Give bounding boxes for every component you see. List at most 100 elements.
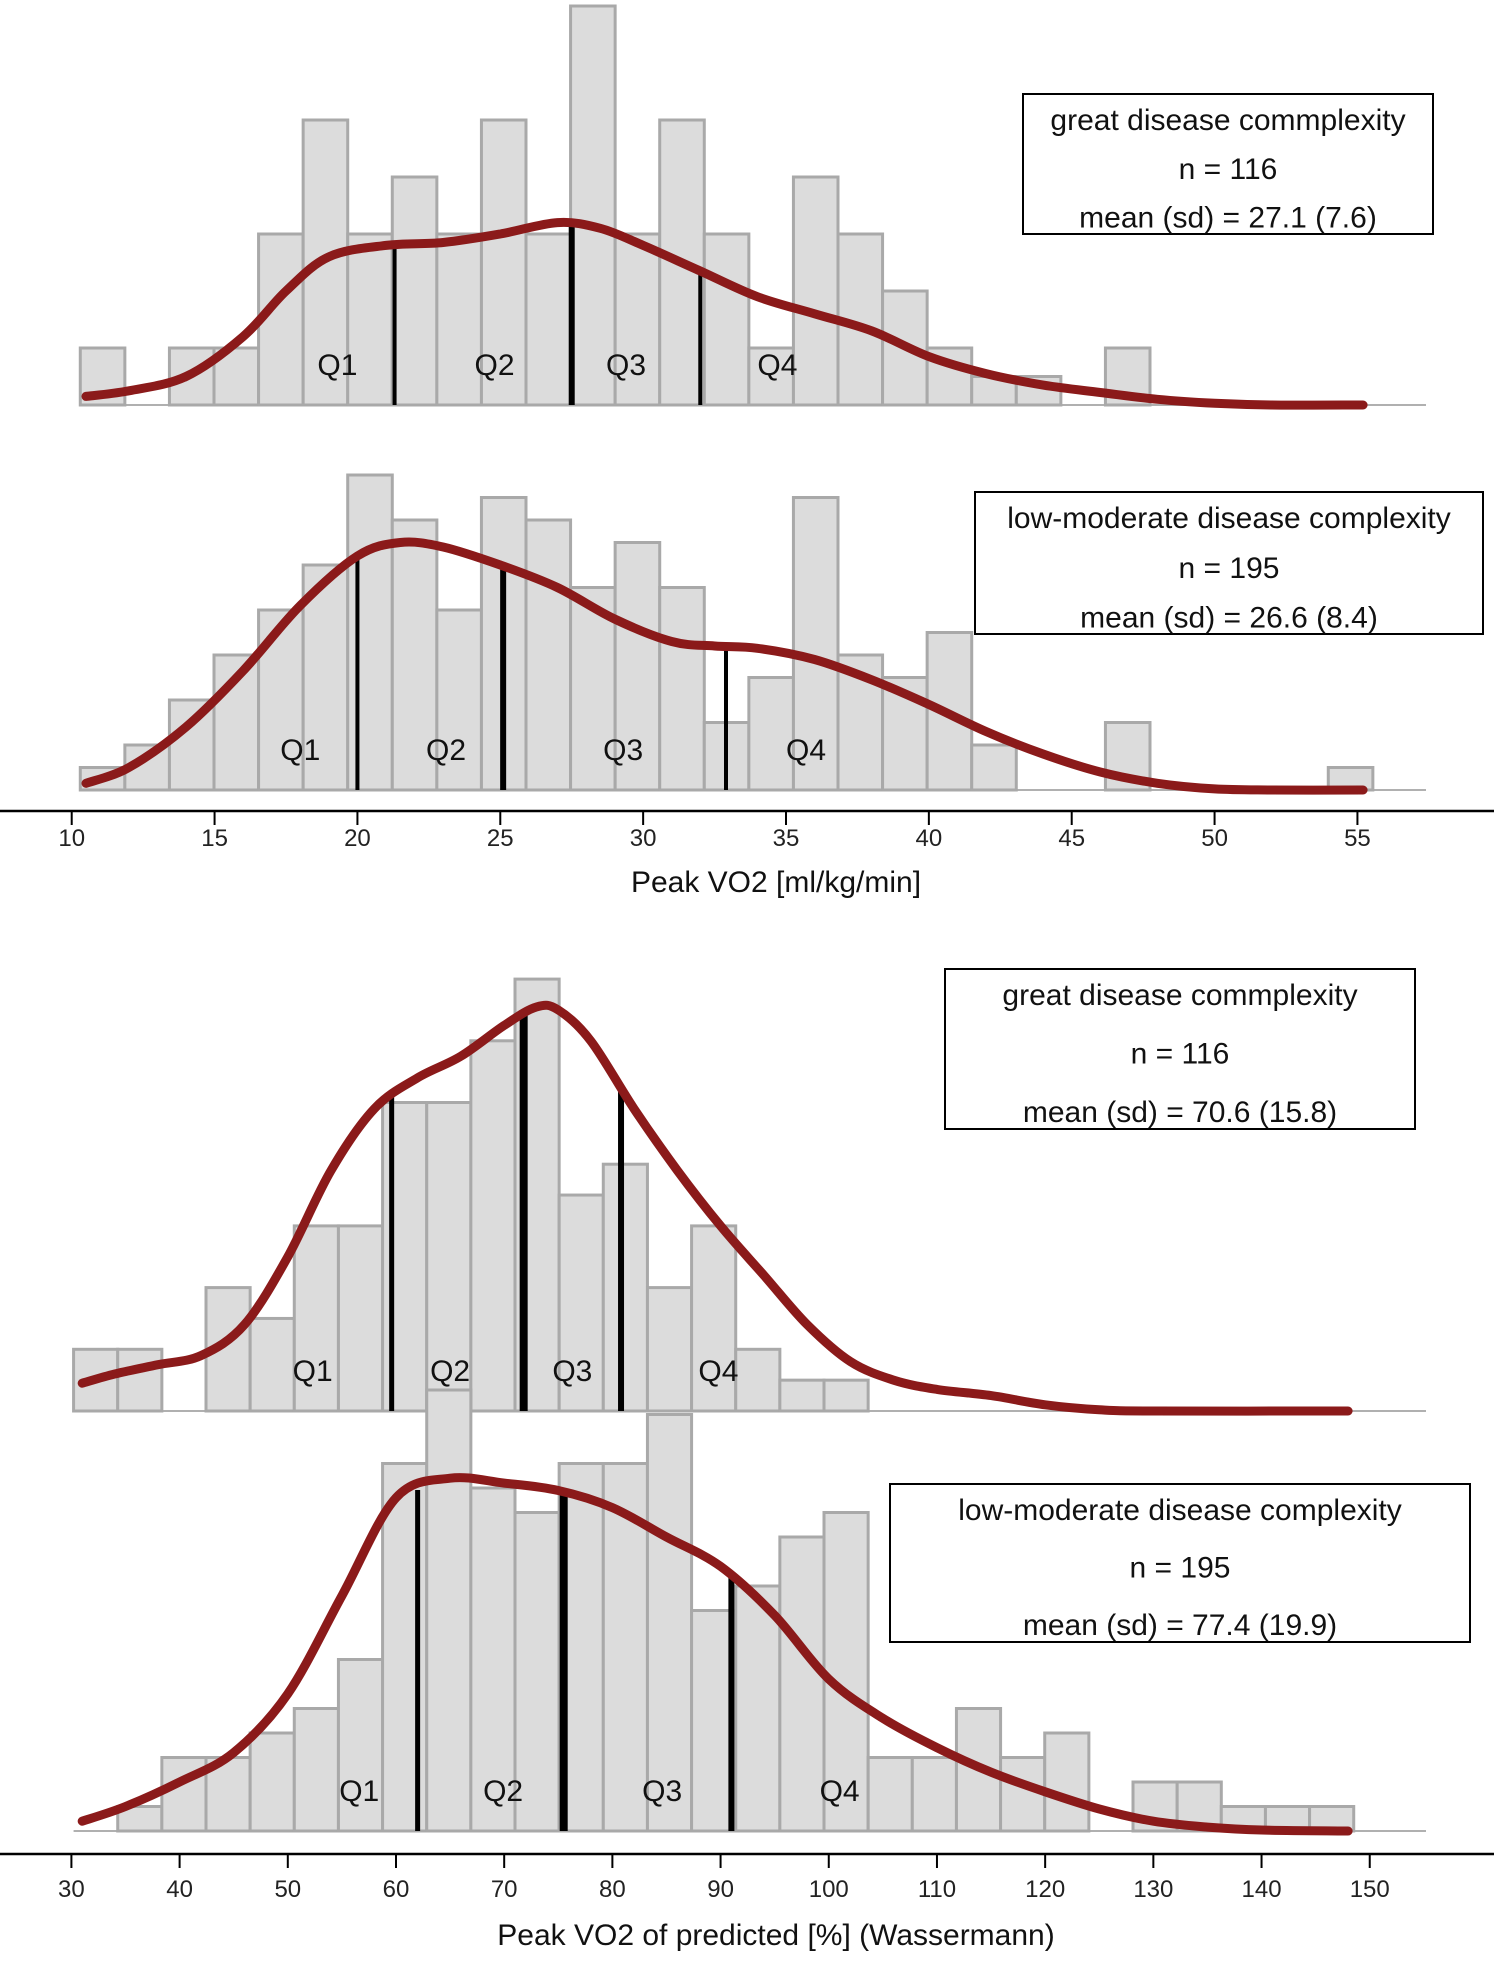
x-tick-label: 60 [383, 1876, 410, 1903]
histogram-bar [116, 1347, 164, 1413]
chart-bottom: Q1 Q2 Q3 Q4 great disease commplexity n = 116… [0, 968, 1494, 1952]
quartile-label: Q3 [603, 734, 643, 767]
legend-title: low-moderate disease complexity [958, 1494, 1402, 1527]
quartile-label: Q4 [786, 734, 826, 767]
histogram-bar [747, 346, 795, 407]
quartile-label: Q2 [483, 1775, 523, 1808]
histogram-bar [292, 1224, 340, 1413]
histogram-bar [658, 586, 706, 792]
legend-mean-sd: mean (sd) = 70.6 (15.8) [1023, 1096, 1337, 1129]
histogram-bar [791, 496, 840, 792]
quartile-label: Q4 [698, 1355, 738, 1388]
x-tick-label: 110 [918, 1876, 956, 1903]
density-curve [81, 217, 1368, 410]
legend-n: n = 195 [1130, 1552, 1231, 1585]
histogram-bar [734, 1584, 782, 1833]
legend-mean-sd: mean (sd) = 27.1 (7.6) [1079, 202, 1377, 235]
panel-great: Q1 Q2 Q3 Q4 great disease commplexity n = 116… [78, 4, 1434, 410]
x-tick-label: 15 [201, 825, 228, 852]
histogram-bar [734, 1347, 782, 1413]
histogram-bar [791, 175, 840, 407]
legend-title: low-moderate disease complexity [1007, 502, 1451, 535]
quartile-label: Q3 [642, 1775, 682, 1808]
histogram-bar [1043, 1731, 1091, 1833]
x-tick-label: 50 [274, 1876, 301, 1903]
quartile-label: Q1 [293, 1355, 333, 1388]
x-tick-label: 55 [1344, 825, 1371, 852]
quartile-label: Q4 [757, 349, 797, 382]
x-tick-label: 30 [630, 825, 657, 852]
x-axis-title: Peak VO2 of predicted [%] (Wassermann) [497, 1919, 1054, 1952]
legend-title: great disease commplexity [1050, 104, 1405, 137]
panel-great: Q1 Q2 Q3 Q4 great disease commplexity n = 116… [72, 968, 1426, 1416]
x-tick-label: 20 [344, 825, 371, 852]
histogram-bar [469, 1039, 517, 1413]
x-tick-label: 25 [487, 825, 514, 852]
x-tick-label: 150 [1350, 1876, 1390, 1903]
quartile-label: Q1 [339, 1775, 379, 1808]
legend-n: n = 116 [1179, 153, 1278, 186]
x-tick-label: 45 [1058, 825, 1085, 852]
histogram-bar [336, 1658, 385, 1833]
histogram-bar [910, 1756, 958, 1833]
histogram-bar [747, 676, 795, 792]
density-curve [81, 537, 1368, 795]
quartile-label: Q3 [606, 349, 646, 382]
x-tick-label: 35 [773, 825, 800, 852]
histogram-bar [569, 586, 617, 792]
histogram-bar [658, 118, 706, 407]
quartile-label: Q1 [280, 734, 320, 767]
histogram-bar [999, 1756, 1047, 1833]
x-axis-title: Peak VO2 [ml/kg/min] [631, 866, 921, 899]
x-tick-label: 130 [1133, 1876, 1173, 1903]
quartile-label: Q2 [475, 349, 515, 382]
density-curve [77, 1473, 1353, 1836]
legend-mean-sd: mean (sd) = 26.6 (8.4) [1080, 602, 1378, 635]
histogram-bar [248, 1731, 296, 1833]
histogram-bar [248, 1316, 296, 1413]
legend-box [1022, 93, 1434, 235]
legend-mean-sd: mean (sd) = 77.4 (19.9) [1023, 1609, 1337, 1642]
histogram-bar [524, 232, 573, 407]
histogram-bar [425, 1388, 473, 1833]
legend-n: n = 116 [1131, 1038, 1230, 1071]
x-tick-label: 70 [491, 1876, 518, 1903]
density-curve [77, 1000, 1353, 1416]
histogram-bar [645, 1286, 694, 1413]
quartile-label: Q4 [820, 1775, 860, 1808]
histogram-bar [778, 1378, 826, 1413]
histogram-bar [822, 1511, 870, 1833]
x-tick-label: 10 [58, 825, 85, 852]
histogram-bar [435, 608, 483, 792]
legend-n: n = 195 [1179, 552, 1280, 585]
histogram-bar [524, 518, 573, 792]
x-tick-label: 30 [58, 1876, 85, 1903]
legend-box [889, 1483, 1471, 1643]
x-tick-label: 100 [809, 1876, 849, 1903]
histogram-bar [336, 1224, 385, 1413]
x-tick-label: 40 [166, 1876, 193, 1903]
histogram-bar [569, 4, 617, 407]
x-tick-label: 140 [1242, 1876, 1282, 1903]
legend-title: great disease commplexity [1002, 979, 1357, 1012]
histogram-bar [601, 1162, 649, 1413]
quartile-label: Q2 [430, 1355, 470, 1388]
quartile-label: Q3 [552, 1355, 592, 1388]
histogram-bar [866, 1756, 914, 1833]
x-tick-label: 120 [1025, 1876, 1065, 1903]
histogram-bar [822, 1378, 870, 1413]
histogram-bar [390, 175, 439, 407]
quartile-label: Q1 [317, 349, 357, 382]
histogram-bar [778, 1535, 826, 1833]
x-tick-label: 50 [1201, 825, 1228, 852]
panel-low-moderate: Q1 Q2 Q3 Q4 low-moderate disease complexity n… [78, 473, 1484, 795]
histogram-bar [690, 1609, 738, 1833]
histogram-bar [970, 743, 1018, 792]
x-tick-label: 90 [707, 1876, 734, 1903]
x-tick-label: 40 [916, 825, 943, 852]
legend-box [974, 491, 1484, 635]
histogram-bar [301, 563, 350, 792]
chart-top: Q1 Q2 Q3 Q4 great disease commplexity n = 116… [0, 4, 1494, 899]
panel-low-moderate: Q1 Q2 Q3 Q4 low-moderate disease complexity n… [73, 1388, 1471, 1836]
